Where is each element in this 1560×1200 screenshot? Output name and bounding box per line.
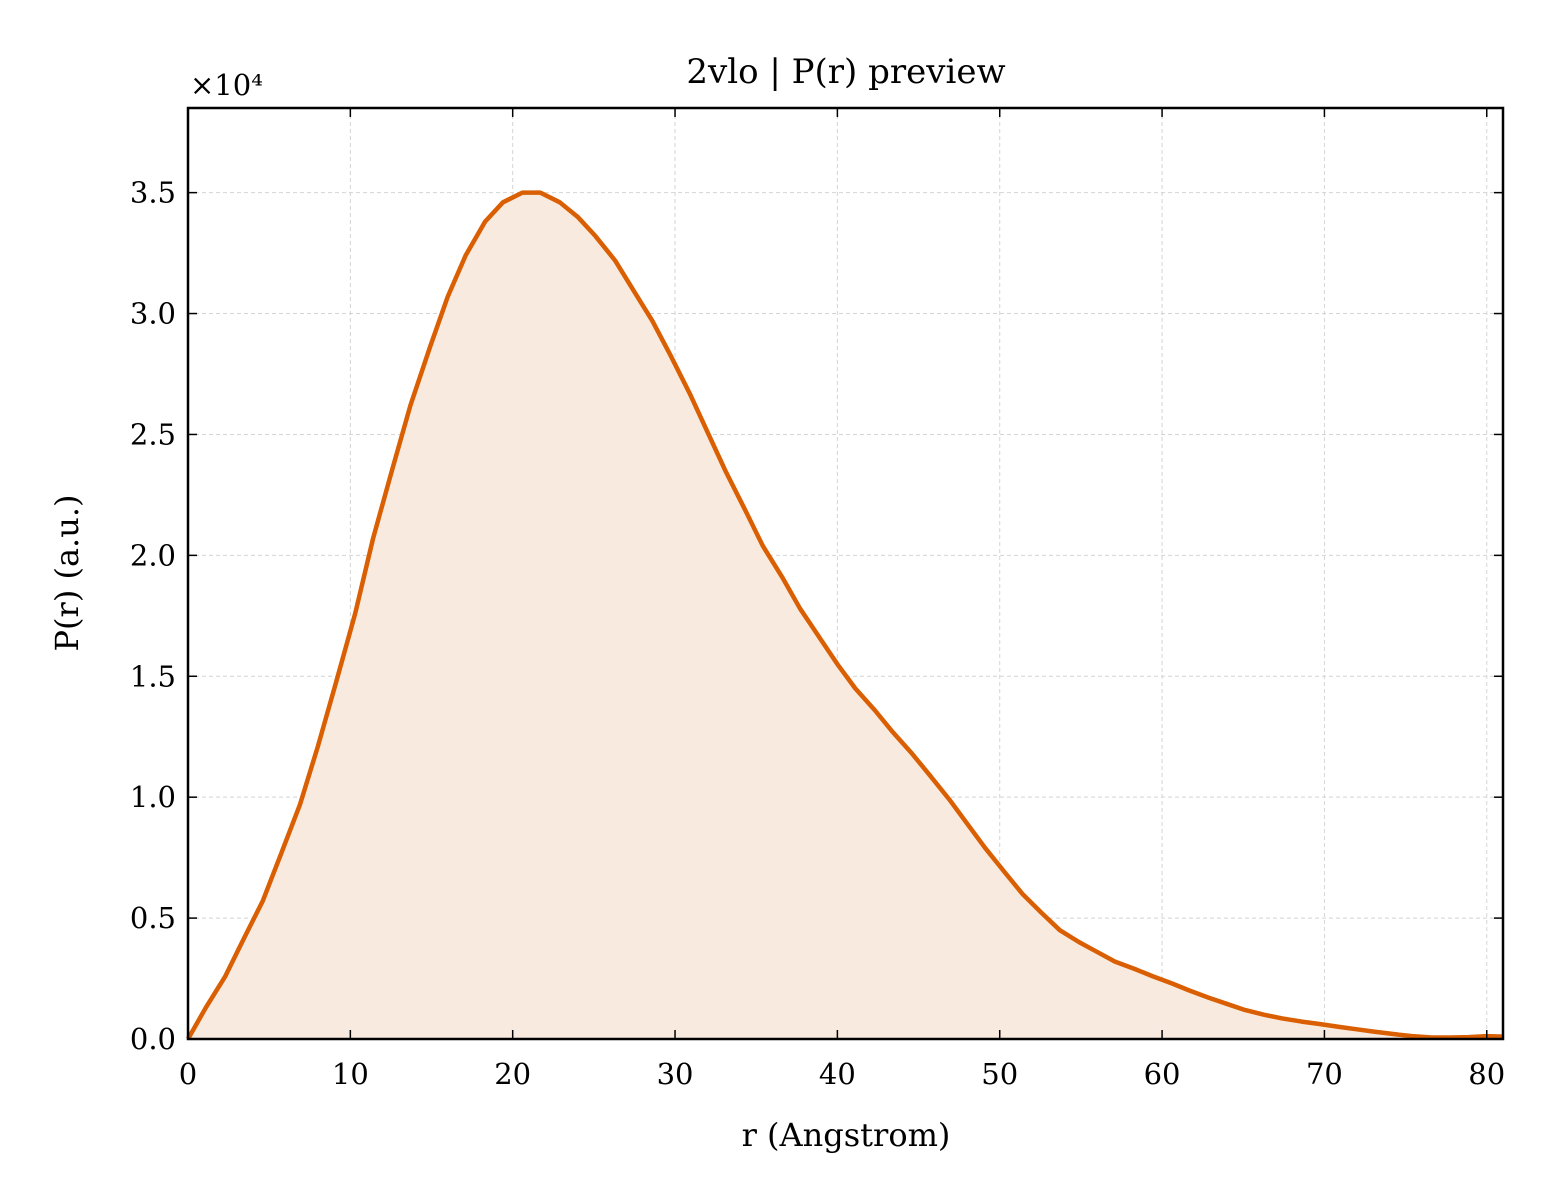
x-tick-label: 70 <box>1306 1057 1343 1091</box>
x-tick-label: 60 <box>1144 1057 1181 1091</box>
x-tick-label: 80 <box>1468 1057 1505 1091</box>
x-tick-label: 10 <box>332 1057 369 1091</box>
y-tick-label: 3.5 <box>130 176 176 210</box>
x-tick-label: 0 <box>179 1057 197 1091</box>
y-tick-label: 1.5 <box>130 659 176 693</box>
tick-labels: 0 10 20 30 40 50 60 70 80 0.0 0.5 1.0 1.5 2.0 2.5 3.0 3.… <box>130 176 1505 1091</box>
series-area-fill <box>188 192 1503 1039</box>
x-axis-label: r (Angstrom) <box>742 1116 951 1154</box>
x-tick-label: 30 <box>657 1057 694 1091</box>
y-multiplier-label: ×10⁴ <box>190 68 263 102</box>
y-tick-label: 2.5 <box>130 417 176 451</box>
x-tick-label: 40 <box>819 1057 856 1091</box>
x-tick-label: 20 <box>494 1057 531 1091</box>
series-line <box>186 190 1504 1041</box>
y-tick-label: 3.0 <box>130 297 176 331</box>
y-tick-label: 0.0 <box>130 1022 176 1056</box>
y-tick-label: 0.5 <box>130 901 176 935</box>
y-axis-label: P(r) (a.u.) <box>48 495 86 652</box>
y-tick-label: 2.0 <box>130 538 176 572</box>
x-tick-label: 50 <box>981 1057 1018 1091</box>
y-tick-label: 1.0 <box>130 780 176 814</box>
plot-frame <box>186 106 1505 1041</box>
chart-title: 2vlo | P(r) preview <box>686 52 1005 92</box>
